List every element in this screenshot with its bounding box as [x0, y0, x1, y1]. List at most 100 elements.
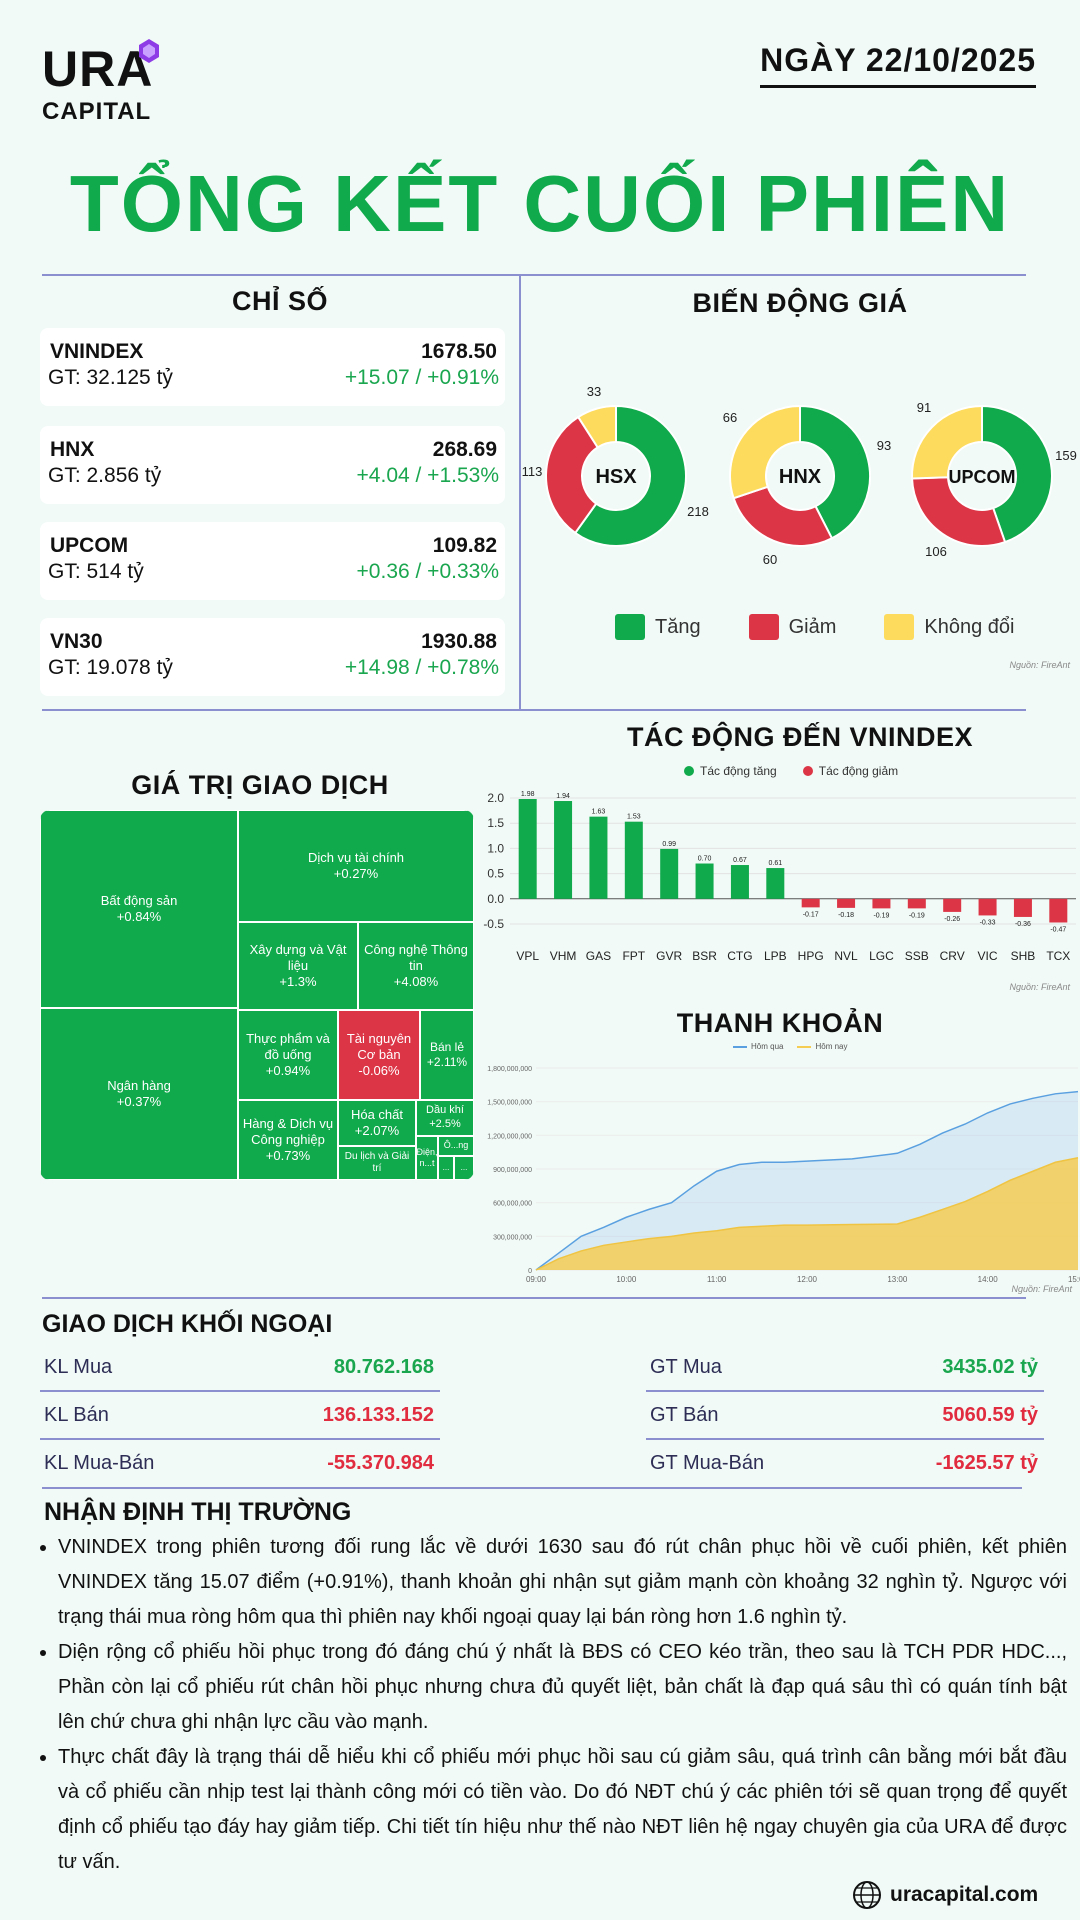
liquidity-legend-prev: Hôm qua	[751, 1042, 784, 1051]
donut-slice	[545, 415, 600, 535]
report-date: NGÀY 22/10/2025	[760, 42, 1036, 88]
donut-upcom: 159 106 91 UPCOM	[911, 400, 1077, 559]
treemap-cell-change: +0.37%	[116, 1094, 162, 1109]
foreign-label: GT Mua-Bán	[650, 1452, 765, 1474]
impact-bar	[589, 816, 608, 899]
index-value: 268.69	[432, 438, 497, 461]
impact-x-tick: GAS	[586, 949, 611, 963]
price-movement-donuts: 218 113 33 HSX 93 60 66 HNX 159 106 91 UPCOM	[522, 384, 1077, 567]
treemap-cell: Ngân hàng +0.37%	[40, 1008, 238, 1180]
impact-data-label: -0.19	[873, 912, 889, 919]
legend-down: Giảm	[788, 615, 837, 638]
foreign-value: -1625.57 tỷ	[935, 1452, 1038, 1474]
divider-foreign-bottom	[42, 1487, 1022, 1489]
price-source: Nguồn: FireAnt	[1009, 660, 1070, 670]
liquidity-line-prev	[535, 1090, 1079, 1271]
treemap-cell: Bất động sản +0.84%	[40, 810, 238, 1008]
index-name: VNINDEX	[50, 340, 144, 363]
impact-y-tick: 2.0	[487, 791, 504, 805]
treemap-cell: Điện, n...t	[416, 1136, 438, 1180]
liquidity-x-tick: 12:00	[797, 1275, 818, 1284]
donut-value-label: 60	[763, 552, 777, 567]
index-change: +4.04 / +1.53%	[356, 464, 499, 487]
treemap-cell-change: -0.06%	[358, 1063, 400, 1079]
donut-slice	[729, 404, 801, 500]
divider-mid	[42, 709, 1026, 711]
impact-x-tick: VHM	[550, 949, 577, 963]
analysis-bullet-3: Thực chất đây là trạng thái dễ hiểu khi …	[58, 1740, 1067, 1880]
liquidity-x-tick: 15:00	[1068, 1275, 1080, 1284]
donut-slice	[576, 404, 617, 449]
trade-value-title: GIÁ TRỊ GIAO DỊCH	[131, 770, 389, 800]
treemap-cell: Dầu khí +2.5%	[416, 1100, 474, 1136]
impact-data-label: 1.63	[592, 809, 606, 816]
treemap-cell: Du lịch và Giải trí	[338, 1146, 416, 1180]
foreign-row: KL Bán 136.133.152	[40, 1394, 440, 1440]
liquidity-legend-today-swatch	[797, 1045, 812, 1048]
treemap-cell: Hóa chất +2.07%	[338, 1100, 416, 1146]
index-change: +0.36 / +0.33%	[356, 560, 499, 583]
gem-icon	[139, 39, 159, 63]
foreign-title: GIAO DỊCH KHỐI NGOẠI	[42, 1310, 333, 1338]
foreign-label: KL Mua-Bán	[44, 1452, 155, 1474]
analysis-title: NHẬN ĐỊNH THỊ TRƯỜNG	[44, 1498, 352, 1526]
index-trade-value: GT: 2.856 tỷ	[48, 464, 162, 487]
donut-value-label: 218	[687, 504, 709, 519]
liquidity-legend-prev-swatch	[733, 1045, 747, 1048]
donut-center-label: UPCOM	[949, 467, 1016, 487]
liquidity-x-tick: 11:00	[707, 1275, 727, 1284]
liquidity-y-tick: 1,200,000,000	[487, 1133, 532, 1140]
divider-vertical	[519, 274, 521, 710]
treemap-cell-name: Bán lẻ	[429, 1040, 465, 1054]
treemap-cell: Bán lẻ +2.11%	[420, 1010, 474, 1100]
impact-bar	[872, 898, 891, 909]
impact-bar	[660, 848, 679, 899]
index-trade-value: GT: 514 tỷ	[48, 560, 144, 583]
treemap-cell: Dịch vụ tài chính +0.27%	[238, 810, 474, 922]
treemap-cell-name: ...	[460, 1163, 468, 1172]
footer-site[interactable]: uracapital.com	[890, 1883, 1039, 1906]
foreign-row: KL Mua 80.762.168	[40, 1346, 440, 1392]
donut-value-label: 93	[877, 438, 891, 453]
impact-source: Nguồn: FireAnt	[1009, 982, 1070, 992]
impact-bar	[801, 898, 820, 908]
impact-x-tick: TCX	[1046, 949, 1070, 963]
treemap-cell-name: Ô...ng	[443, 1140, 469, 1151]
index-card: HNX GT: 2.856 tỷ 268.69 +4.04 / +1.53%	[40, 426, 505, 504]
index-value: 109.82	[432, 534, 497, 557]
treemap-cell-name: Thực phẩm và đồ uống	[246, 1030, 330, 1062]
impact-bar	[730, 865, 749, 899]
impact-x-tick: FPT	[622, 949, 645, 963]
impact-legend-down: Tác động giảm	[818, 764, 899, 778]
impact-x-tick: VPL	[516, 949, 539, 963]
impact-data-label: 0.70	[698, 856, 712, 863]
treemap-cell-name: Điện, n...t	[416, 1146, 438, 1168]
divider-foreign-top	[42, 1297, 1026, 1299]
analysis-bullet-1: VNINDEX trong phiên tương đối rung lắc v…	[58, 1530, 1067, 1635]
impact-y-tick: -0.5	[483, 917, 504, 931]
legend-down-swatch	[748, 614, 779, 640]
treemap-cell-name: Du lịch và Giải trí	[344, 1150, 410, 1175]
impact-bar	[1049, 898, 1068, 923]
donut-slice	[911, 404, 983, 480]
impact-title: TÁC ĐỘNG ĐẾN VNINDEX	[626, 722, 974, 752]
impact-bar	[624, 821, 643, 899]
impact-chart: 2.0 1.5 1.0 0.5 0.0 -0.5 1.98 VPL 1.94 VHM 1.63 GAS…	[483, 791, 1076, 963]
liquidity-y-tick: 600,000,000	[493, 1201, 532, 1208]
treemap-cell-name: Tài nguyên Cơ bản	[346, 1030, 412, 1062]
impact-data-label: -0.33	[980, 919, 996, 926]
treemap-cell-name: Hóa chất	[350, 1106, 404, 1122]
foreign-value: -55.370.984	[327, 1452, 434, 1474]
impact-legend-up-dot	[684, 766, 694, 776]
donut-slice	[799, 404, 871, 540]
index-change: +15.07 / +0.91%	[344, 366, 499, 389]
treemap-cell-name: ...	[442, 1163, 450, 1172]
treemap-cell-name: Dịch vụ tài chính	[307, 849, 405, 865]
liquidity-source: Nguồn: FireAnt	[1011, 1284, 1072, 1294]
impact-data-label: -0.26	[944, 916, 960, 923]
impact-data-label: -0.17	[803, 911, 819, 918]
index-trade-value: GT: 19.078 tỷ	[48, 656, 173, 679]
foreign-value: 3435.02 tỷ	[942, 1356, 1038, 1378]
liquidity-y-tick: 1,500,000,000	[487, 1100, 532, 1107]
impact-bar	[518, 799, 537, 899]
